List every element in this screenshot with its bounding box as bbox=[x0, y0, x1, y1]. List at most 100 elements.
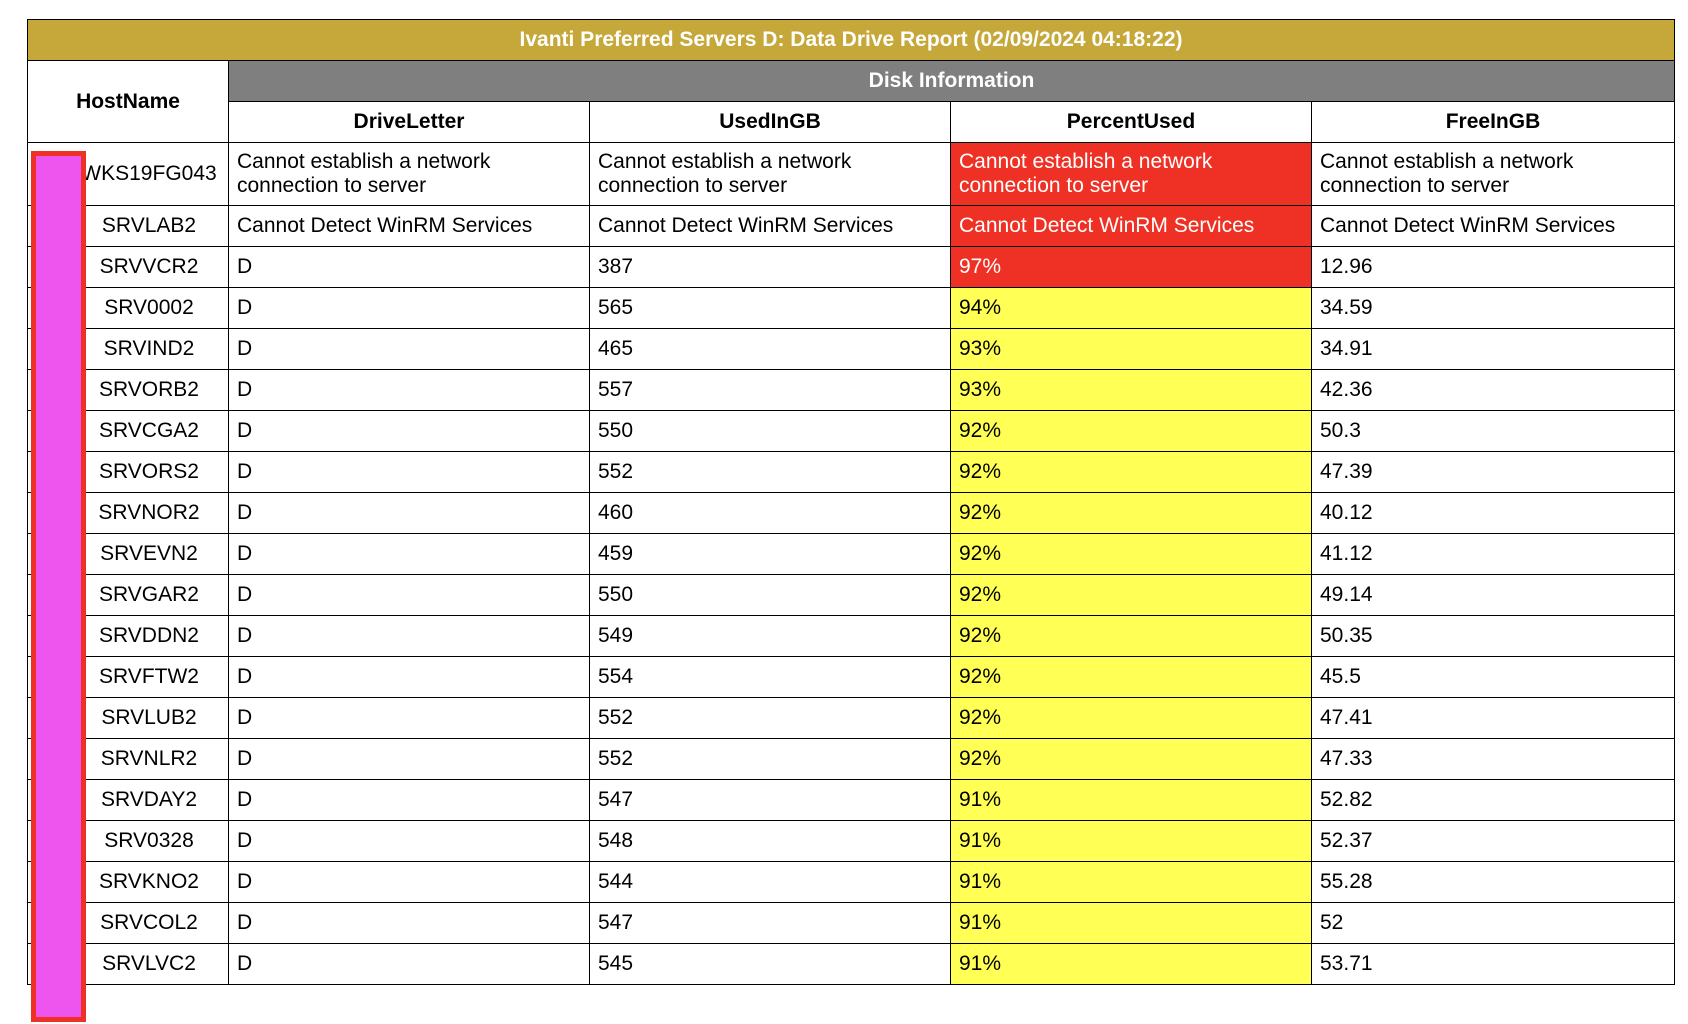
freeingb-cell: 47.39 bbox=[1311, 451, 1675, 493]
driveletter-cell: D bbox=[228, 287, 590, 329]
table-row: SRVGAR2 D 550 92% 49.14 bbox=[27, 574, 1675, 616]
freeingb-cell: 42.36 bbox=[1311, 369, 1675, 411]
table-row: SRV0328 D 548 91% 52.37 bbox=[27, 820, 1675, 862]
percentused-cell: 91% bbox=[950, 861, 1312, 903]
freeingb-cell: 47.41 bbox=[1311, 697, 1675, 739]
driveletter-cell: D bbox=[228, 451, 590, 493]
table-row: SRVLVC2 D 545 91% 53.71 bbox=[27, 943, 1675, 985]
column-header-percentused: PercentUsed bbox=[950, 101, 1312, 143]
driveletter-cell: D bbox=[228, 656, 590, 698]
usedingb-cell: Cannot establish a network connection to… bbox=[589, 142, 951, 206]
table-row: SRVORS2 D 552 92% 47.39 bbox=[27, 451, 1675, 493]
percentused-cell: 92% bbox=[950, 697, 1312, 739]
percentused-cell: 92% bbox=[950, 533, 1312, 575]
percentused-cell: Cannot Detect WinRM Services bbox=[950, 205, 1312, 247]
driveletter-cell: D bbox=[228, 902, 590, 944]
usedingb-cell: 547 bbox=[589, 902, 951, 944]
column-header-freeingb: FreeInGB bbox=[1311, 101, 1675, 143]
table-row: SRVCOL2 D 547 91% 52 bbox=[27, 902, 1675, 944]
usedingb-cell: 552 bbox=[589, 697, 951, 739]
freeingb-cell: 53.71 bbox=[1311, 943, 1675, 985]
usedingb-cell: 557 bbox=[589, 369, 951, 411]
freeingb-cell: Cannot establish a network connection to… bbox=[1311, 142, 1675, 206]
percentused-cell: 93% bbox=[950, 328, 1312, 370]
freeingb-cell: 55.28 bbox=[1311, 861, 1675, 903]
percentused-cell: Cannot establish a network connection to… bbox=[950, 142, 1312, 206]
table-row: SRVKNO2 D 544 91% 55.28 bbox=[27, 861, 1675, 903]
usedingb-cell: 552 bbox=[589, 738, 951, 780]
freeingb-cell: 40.12 bbox=[1311, 492, 1675, 534]
freeingb-cell: 50.35 bbox=[1311, 615, 1675, 657]
usedingb-cell: 544 bbox=[589, 861, 951, 903]
driveletter-cell: D bbox=[228, 861, 590, 903]
driveletter-cell: D bbox=[228, 738, 590, 780]
freeingb-cell: Cannot Detect WinRM Services bbox=[1311, 205, 1675, 247]
driveletter-cell: D bbox=[228, 697, 590, 739]
usedingb-cell: 550 bbox=[589, 574, 951, 616]
usedingb-cell: Cannot Detect WinRM Services bbox=[589, 205, 951, 247]
driveletter-cell: Cannot establish a network connection to… bbox=[228, 142, 590, 206]
table-row: WKS19FG043 Cannot establish a network con… bbox=[27, 142, 1675, 206]
freeingb-cell: 50.3 bbox=[1311, 410, 1675, 452]
driveletter-cell: D bbox=[228, 779, 590, 821]
report-body: WKS19FG043 Cannot establish a network con… bbox=[27, 142, 1675, 985]
usedingb-cell: 460 bbox=[589, 492, 951, 534]
driveletter-cell: D bbox=[228, 574, 590, 616]
drive-report-table: Ivanti Preferred Servers D: Data Drive R… bbox=[27, 19, 1675, 985]
usedingb-cell: 552 bbox=[589, 451, 951, 493]
freeingb-cell: 34.91 bbox=[1311, 328, 1675, 370]
percentused-cell: 92% bbox=[950, 615, 1312, 657]
percentused-cell: 94% bbox=[950, 287, 1312, 329]
table-row: SRVNOR2 D 460 92% 40.12 bbox=[27, 492, 1675, 534]
column-header-driveletter: DriveLetter bbox=[228, 101, 590, 143]
driveletter-cell: D bbox=[228, 533, 590, 575]
table-row: SRVIND2 D 465 93% 34.91 bbox=[27, 328, 1675, 370]
driveletter-cell: D bbox=[228, 820, 590, 862]
freeingb-cell: 52.82 bbox=[1311, 779, 1675, 821]
usedingb-cell: 459 bbox=[589, 533, 951, 575]
table-row: SRVCGA2 D 550 92% 50.3 bbox=[27, 410, 1675, 452]
percentused-cell: 91% bbox=[950, 820, 1312, 862]
freeingb-cell: 34.59 bbox=[1311, 287, 1675, 329]
column-header-usedingb: UsedInGB bbox=[589, 101, 951, 143]
percentused-cell: 92% bbox=[950, 451, 1312, 493]
table-row: SRVFTW2 D 554 92% 45.5 bbox=[27, 656, 1675, 698]
redaction-block bbox=[31, 151, 86, 1022]
usedingb-cell: 554 bbox=[589, 656, 951, 698]
driveletter-cell: Cannot Detect WinRM Services bbox=[228, 205, 590, 247]
driveletter-cell: D bbox=[228, 369, 590, 411]
table-row: SRVLUB2 D 552 92% 47.41 bbox=[27, 697, 1675, 739]
freeingb-cell: 47.33 bbox=[1311, 738, 1675, 780]
driveletter-cell: D bbox=[228, 246, 590, 288]
percentused-cell: 91% bbox=[950, 779, 1312, 821]
driveletter-cell: D bbox=[228, 492, 590, 534]
percentused-cell: 91% bbox=[950, 902, 1312, 944]
table-row: SRVDDN2 D 549 92% 50.35 bbox=[27, 615, 1675, 657]
percentused-cell: 93% bbox=[950, 369, 1312, 411]
percentused-cell: 92% bbox=[950, 492, 1312, 534]
driveletter-cell: D bbox=[228, 328, 590, 370]
usedingb-cell: 549 bbox=[589, 615, 951, 657]
table-row: SRVNLR2 D 552 92% 47.33 bbox=[27, 738, 1675, 780]
table-row: SRVDAY2 D 547 91% 52.82 bbox=[27, 779, 1675, 821]
percentused-cell: 91% bbox=[950, 943, 1312, 985]
freeingb-cell: 52.37 bbox=[1311, 820, 1675, 862]
usedingb-cell: 387 bbox=[589, 246, 951, 288]
hostname-header: HostName bbox=[27, 60, 229, 143]
percentused-cell: 92% bbox=[950, 574, 1312, 616]
usedingb-cell: 547 bbox=[589, 779, 951, 821]
usedingb-cell: 465 bbox=[589, 328, 951, 370]
usedingb-cell: 565 bbox=[589, 287, 951, 329]
driveletter-cell: D bbox=[228, 615, 590, 657]
driveletter-cell: D bbox=[228, 943, 590, 985]
freeingb-cell: 12.96 bbox=[1311, 246, 1675, 288]
table-row: SRVEVN2 D 459 92% 41.12 bbox=[27, 533, 1675, 575]
freeingb-cell: 49.14 bbox=[1311, 574, 1675, 616]
freeingb-cell: 41.12 bbox=[1311, 533, 1675, 575]
report-title: Ivanti Preferred Servers D: Data Drive R… bbox=[27, 19, 1675, 61]
usedingb-cell: 548 bbox=[589, 820, 951, 862]
disk-information-header: Disk Information bbox=[228, 60, 1675, 102]
percentused-cell: 92% bbox=[950, 656, 1312, 698]
freeingb-cell: 52 bbox=[1311, 902, 1675, 944]
table-row: SRV0002 D 565 94% 34.59 bbox=[27, 287, 1675, 329]
